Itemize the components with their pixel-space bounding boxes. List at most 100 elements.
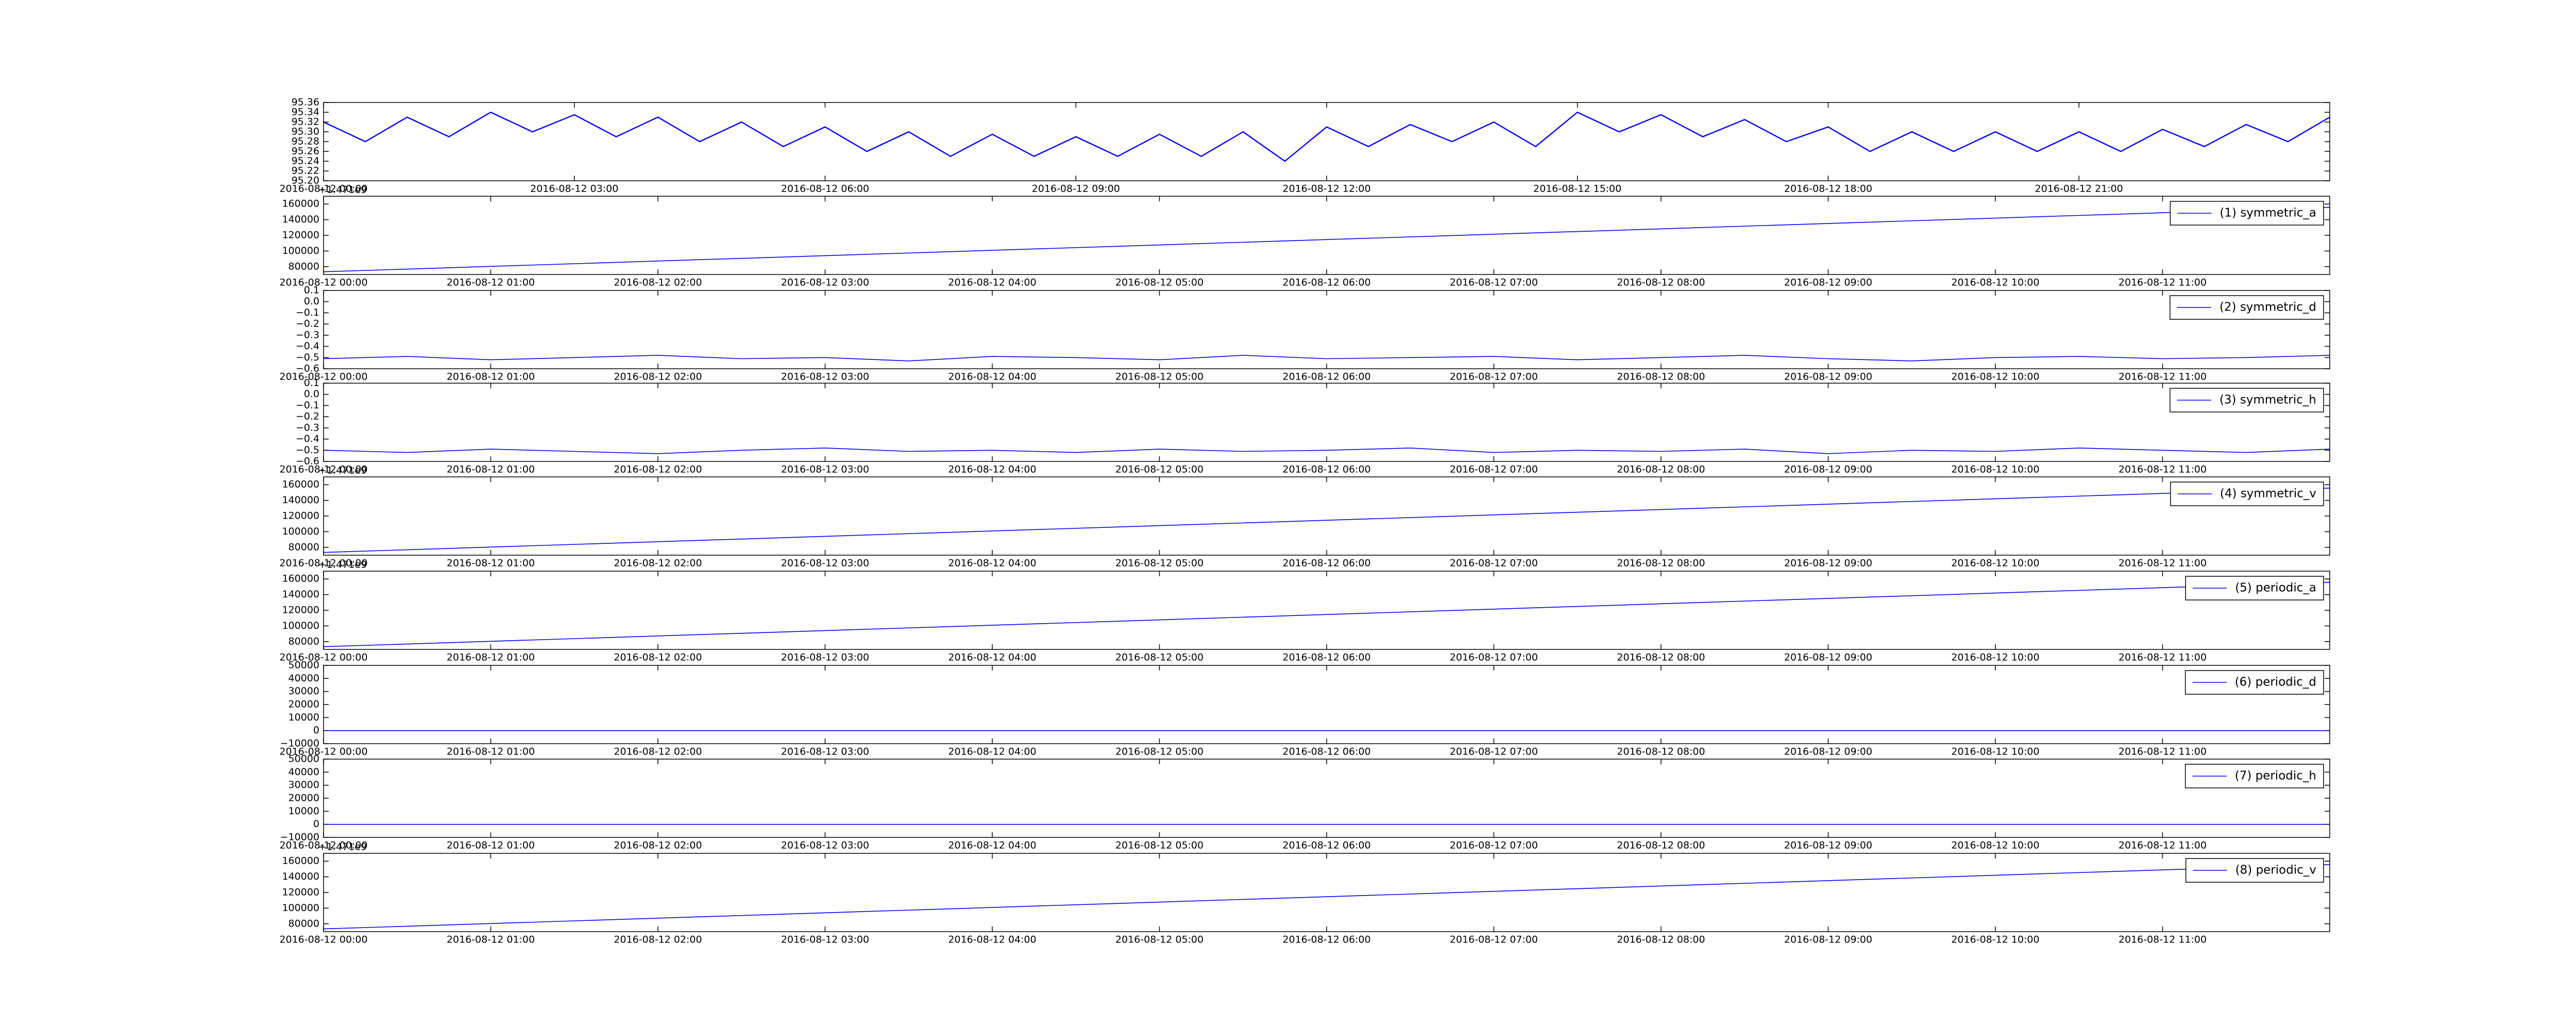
y-tick-label: 0.1 (304, 285, 319, 296)
x-tick-label: 2016-08-12 08:00 (1617, 652, 1705, 663)
y-tick-label: 160000 (282, 573, 319, 585)
x-tick-label: 2016-08-12 09:00 (1784, 840, 1872, 851)
y-tick-label: −0.1 (296, 307, 319, 318)
x-tick-label: 2016-08-12 07:00 (1450, 558, 1538, 569)
y-tick-label: 100000 (282, 902, 319, 914)
y-tick-label: 80000 (289, 261, 319, 272)
x-tick-label: 2016-08-12 03:00 (781, 652, 869, 663)
legend: (7) periodic_h (2184, 764, 2324, 788)
y-tick-label: 0.1 (304, 377, 319, 389)
y-tick-label: 140000 (282, 589, 319, 600)
y-tick-label: 120000 (282, 230, 319, 241)
x-tick-label: 2016-08-12 00:00 (279, 371, 367, 383)
y-tick-label: 95.22 (292, 165, 319, 177)
x-tick-label: 2016-08-12 07:00 (1450, 840, 1538, 851)
y-tick-label: 10000 (289, 805, 319, 817)
x-tick-label: 2016-08-12 18:00 (1784, 183, 1872, 195)
x-tick-label: 2016-08-12 03:00 (781, 558, 869, 569)
x-tick-label: 2016-08-12 08:00 (1617, 277, 1705, 288)
y-tick-label: 120000 (282, 605, 319, 616)
x-tick-label: 2016-08-12 05:00 (1115, 371, 1204, 383)
y-tick-label: 0 (313, 725, 319, 736)
x-tick-label: 2016-08-12 04:00 (948, 371, 1036, 383)
x-tick-label: 2016-08-12 01:00 (447, 652, 535, 663)
plot-area (324, 196, 2330, 274)
x-tick-label: 2016-08-12 04:00 (948, 277, 1036, 288)
x-tick-label: 2016-08-12 06:00 (1282, 652, 1370, 663)
x-tick-label: 2016-08-12 11:00 (2119, 371, 2207, 383)
y-tick-label: 50000 (289, 753, 319, 765)
plot-area (324, 102, 2330, 181)
x-tick-label: 2016-08-12 06:00 (781, 183, 869, 195)
x-tick-label: 2016-08-12 03:00 (781, 464, 869, 475)
x-tick-label: 2016-08-12 00:00 (279, 277, 367, 288)
legend-box (2170, 388, 2324, 413)
legend-label: (7) periodic_h (2235, 769, 2316, 783)
plot-area (324, 383, 2330, 461)
y-tick-label: 50000 (289, 660, 319, 671)
x-tick-label: 2016-08-12 11:00 (2119, 840, 2207, 851)
y-tick-label: −10000 (280, 738, 319, 749)
y-tick-label: −10000 (280, 832, 319, 843)
y-tick-label: 20000 (289, 699, 319, 710)
y-tick-label: −0.6 (296, 456, 319, 467)
data-line (323, 581, 2330, 647)
x-tick-label: 2016-08-12 02:00 (614, 371, 702, 383)
y-tick-label: 95.36 (292, 97, 319, 108)
x-tick-label: 2016-08-12 09:00 (1784, 558, 1872, 569)
legend: (2) symmetric_d (2170, 295, 2324, 320)
x-tick-label: 2016-08-12 03:00 (781, 277, 869, 288)
y-tick-label: 30000 (289, 685, 319, 697)
x-tick-label: 2016-08-12 05:00 (1115, 558, 1204, 569)
legend-label: (4) symmetric_v (2220, 487, 2316, 501)
x-tick-label: 2016-08-12 12:00 (1282, 183, 1370, 195)
y-tick-label: 140000 (282, 214, 319, 225)
y-tick-label: 20000 (289, 793, 319, 804)
legend-label: (6) periodic_d (2235, 676, 2316, 689)
x-tick-label: 2016-08-12 04:00 (948, 464, 1036, 475)
x-tick-label: 2016-08-12 09:00 (1784, 746, 1872, 758)
x-tick-label: 2016-08-12 11:00 (2119, 464, 2207, 475)
y-tick-label: −0.4 (296, 340, 319, 352)
y-tick-label: 80000 (289, 918, 319, 929)
x-tick-label: 2016-08-12 10:00 (1951, 652, 2039, 663)
x-tick-label: 2016-08-12 06:00 (1282, 371, 1370, 383)
x-tick-label: 2016-08-12 01:00 (447, 558, 535, 569)
legend: (8) periodic_v (2185, 858, 2324, 883)
x-tick-label: 2016-08-12 01:00 (447, 371, 535, 383)
x-tick-label: 2016-08-12 09:00 (1784, 277, 1872, 288)
offset-text: +1.471e9 (318, 559, 367, 571)
y-tick-label: −0.2 (296, 318, 319, 330)
x-tick-label: 2016-08-12 06:00 (1282, 277, 1370, 288)
x-tick-label: 2016-08-12 01:00 (447, 840, 535, 851)
y-tick-label: 10000 (289, 712, 319, 723)
x-tick-label: 2016-08-12 09:00 (1784, 652, 1872, 663)
x-tick-label: 2016-08-12 00:00 (279, 840, 367, 851)
x-tick-label: 2016-08-12 07:00 (1450, 746, 1538, 758)
x-tick-label: 2016-08-12 10:00 (1951, 840, 2039, 851)
legend-label: (8) periodic_v (2235, 864, 2316, 877)
y-tick-label: 0 (313, 818, 319, 830)
y-tick-label: 80000 (289, 636, 319, 647)
plot-area (324, 853, 2330, 932)
y-tick-label: 95.28 (292, 136, 319, 147)
x-tick-label: 2016-08-12 02:00 (614, 934, 702, 946)
y-tick-label: 140000 (282, 871, 319, 882)
x-tick-label: 2016-08-12 10:00 (1951, 371, 2039, 383)
x-tick-label: 2016-08-12 00:00 (279, 183, 367, 195)
x-tick-label: 2016-08-12 09:00 (1784, 464, 1872, 475)
y-tick-label: 0.0 (304, 296, 319, 307)
x-tick-label: 2016-08-12 08:00 (1617, 840, 1705, 851)
x-tick-label: 2016-08-12 09:00 (1784, 371, 1872, 383)
x-tick-label: 2016-08-12 10:00 (1951, 277, 2039, 288)
x-tick-label: 2016-08-12 10:00 (1951, 746, 2039, 758)
y-tick-label: 140000 (282, 494, 319, 506)
y-tick-label: −0.2 (296, 411, 319, 422)
x-tick-label: 2016-08-12 05:00 (1115, 934, 1204, 946)
y-tick-label: 40000 (289, 673, 319, 684)
y-tick-label: 100000 (282, 245, 319, 256)
x-tick-label: 2016-08-12 03:00 (781, 934, 869, 946)
plot-area (324, 759, 2330, 837)
legend-label: (1) symmetric_a (2219, 207, 2316, 220)
